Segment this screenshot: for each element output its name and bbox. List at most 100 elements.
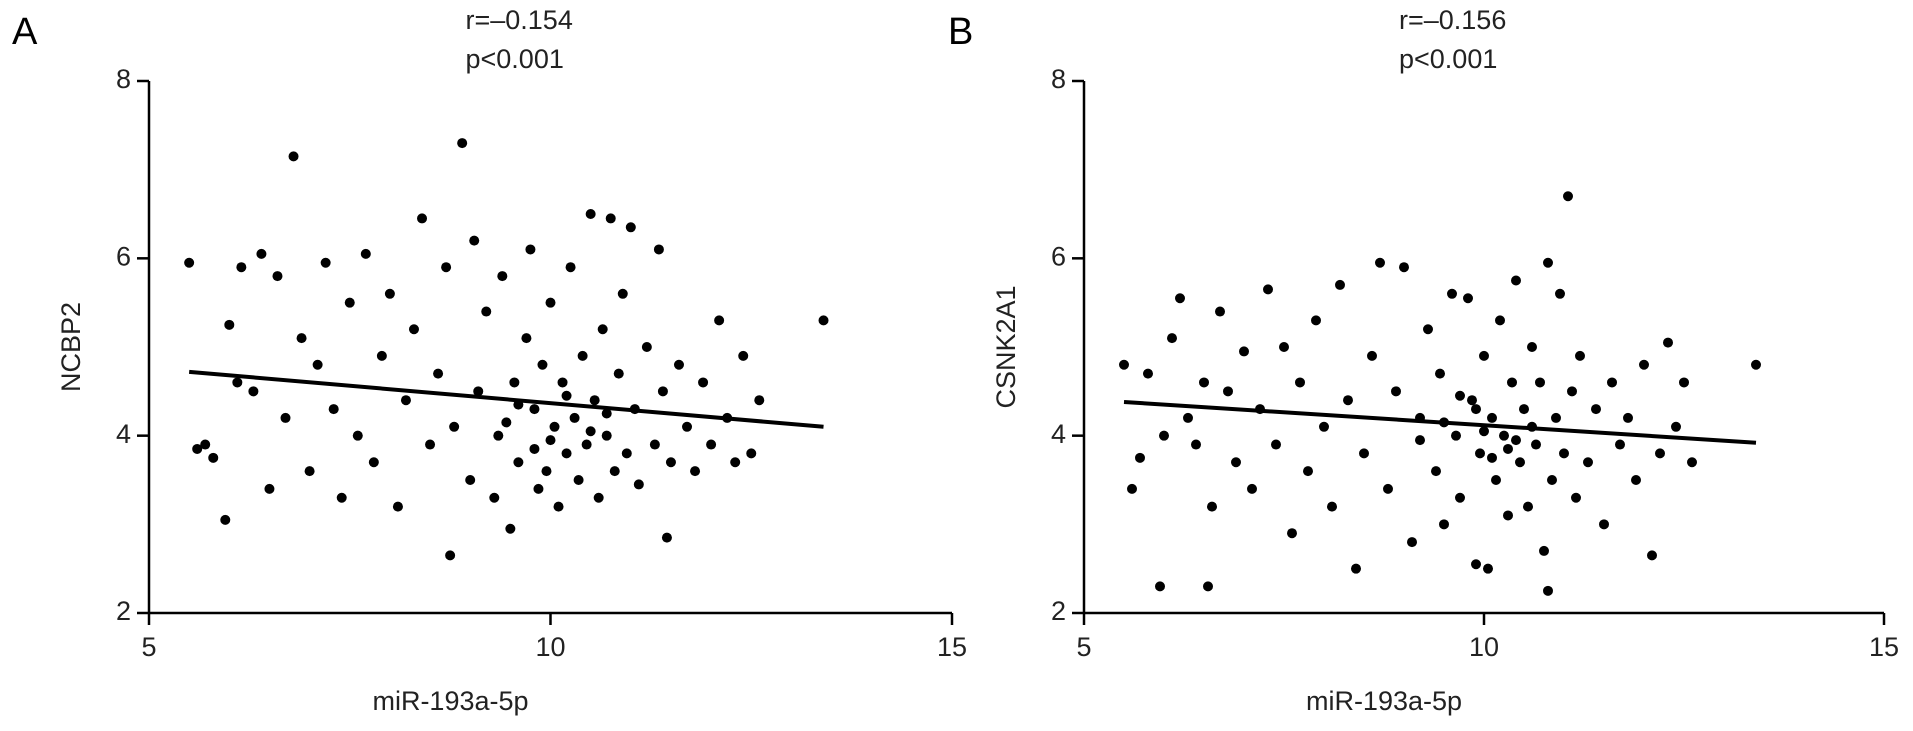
point bbox=[1563, 191, 1573, 202]
point bbox=[336, 492, 347, 503]
point bbox=[1679, 377, 1689, 388]
point bbox=[449, 421, 460, 432]
point bbox=[1483, 563, 1493, 574]
point bbox=[1407, 537, 1417, 548]
point bbox=[545, 297, 556, 308]
point bbox=[1663, 337, 1673, 348]
point bbox=[1527, 342, 1537, 352]
trend-line bbox=[188, 369, 824, 429]
point bbox=[706, 439, 717, 450]
y-tick-label: 2 bbox=[1051, 596, 1066, 626]
point bbox=[417, 213, 428, 224]
point bbox=[525, 244, 536, 255]
point bbox=[1391, 386, 1401, 397]
point bbox=[649, 439, 660, 450]
point bbox=[505, 523, 516, 534]
point bbox=[521, 333, 532, 344]
point bbox=[1295, 377, 1305, 388]
point bbox=[1471, 559, 1481, 570]
point bbox=[208, 452, 219, 463]
point bbox=[569, 412, 580, 423]
point bbox=[280, 412, 291, 423]
point bbox=[1455, 492, 1465, 503]
point bbox=[1335, 279, 1345, 290]
point bbox=[1303, 466, 1313, 477]
point bbox=[1671, 421, 1681, 432]
point bbox=[1119, 359, 1129, 370]
point bbox=[738, 350, 749, 361]
point bbox=[1487, 412, 1497, 423]
y-axis-label: CSNK2A1 bbox=[991, 285, 1021, 408]
point bbox=[730, 457, 741, 468]
y-tick-label: 8 bbox=[116, 64, 131, 94]
point bbox=[698, 377, 709, 388]
point bbox=[296, 333, 307, 344]
point bbox=[224, 319, 235, 330]
point bbox=[1271, 439, 1281, 450]
point bbox=[1375, 257, 1385, 268]
point bbox=[581, 439, 592, 450]
point bbox=[553, 501, 564, 512]
point bbox=[1143, 368, 1153, 379]
point bbox=[493, 430, 504, 441]
point bbox=[465, 475, 476, 485]
point bbox=[1471, 404, 1481, 415]
point bbox=[545, 435, 556, 446]
point bbox=[1199, 377, 1209, 388]
point bbox=[473, 386, 484, 397]
x-tick-label: 15 bbox=[1869, 632, 1899, 662]
point bbox=[1647, 550, 1657, 561]
point bbox=[597, 324, 608, 335]
point bbox=[1239, 346, 1249, 357]
point bbox=[1623, 412, 1633, 423]
point bbox=[541, 466, 552, 477]
y-tick-label: 4 bbox=[116, 419, 131, 449]
point bbox=[513, 457, 524, 468]
point bbox=[1463, 293, 1473, 304]
point bbox=[633, 479, 644, 490]
point bbox=[613, 368, 624, 379]
point bbox=[653, 244, 664, 255]
point bbox=[328, 404, 339, 415]
y-tick-label: 6 bbox=[116, 241, 131, 271]
point bbox=[1515, 457, 1525, 468]
point bbox=[818, 315, 829, 326]
point bbox=[605, 213, 616, 224]
point bbox=[601, 408, 612, 419]
point bbox=[344, 297, 355, 308]
point bbox=[1247, 483, 1257, 494]
point bbox=[1479, 350, 1489, 361]
point bbox=[352, 430, 363, 441]
point bbox=[1487, 452, 1497, 463]
point bbox=[1631, 475, 1641, 485]
x-tick-label: 15 bbox=[937, 632, 967, 662]
point bbox=[1343, 395, 1353, 406]
panel-label: B bbox=[948, 11, 973, 53]
point bbox=[1551, 412, 1561, 423]
point bbox=[489, 492, 500, 503]
point bbox=[320, 257, 331, 268]
point bbox=[673, 359, 684, 370]
trend-line bbox=[1123, 399, 1757, 445]
point bbox=[589, 395, 600, 406]
point bbox=[200, 439, 211, 450]
point bbox=[577, 350, 588, 361]
point bbox=[220, 514, 231, 525]
point bbox=[1523, 501, 1533, 512]
point bbox=[1687, 457, 1697, 468]
point bbox=[1535, 377, 1545, 388]
point bbox=[256, 248, 267, 259]
point bbox=[1359, 448, 1369, 459]
point bbox=[1279, 342, 1289, 352]
point bbox=[1423, 324, 1433, 335]
point bbox=[264, 483, 275, 494]
point bbox=[1475, 448, 1485, 459]
point bbox=[1383, 483, 1393, 494]
point bbox=[425, 439, 436, 450]
point bbox=[561, 448, 572, 459]
point bbox=[192, 443, 203, 454]
point bbox=[661, 532, 672, 543]
x-tick-label: 10 bbox=[535, 632, 565, 662]
point bbox=[529, 404, 540, 415]
